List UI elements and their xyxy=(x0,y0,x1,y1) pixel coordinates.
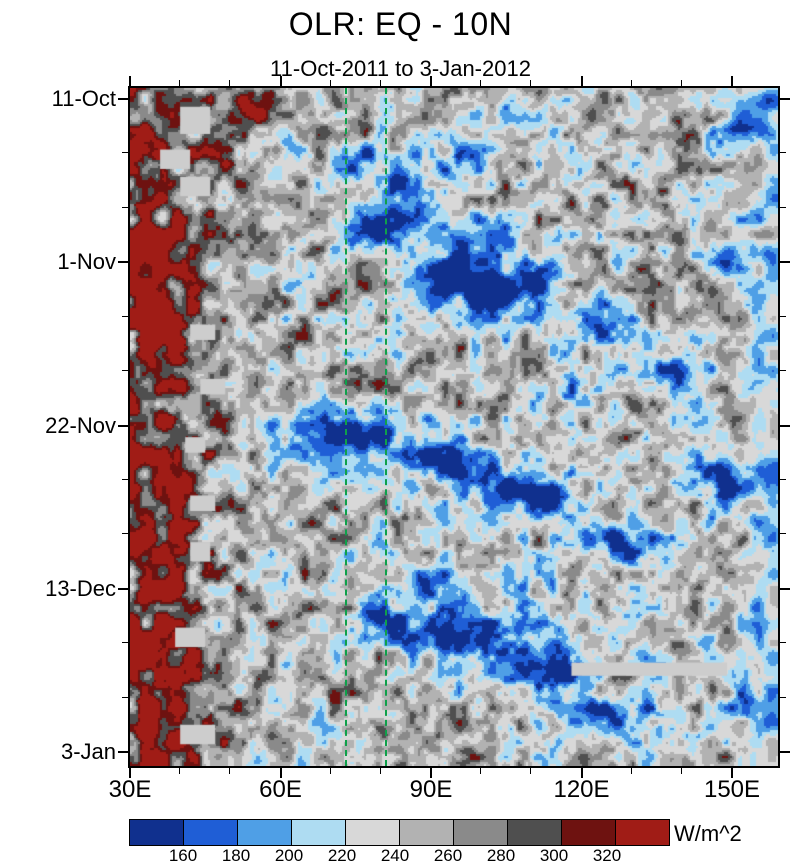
y-tick-label: 22-Nov xyxy=(45,412,116,438)
x-major-tick xyxy=(279,76,282,86)
colorbar-tick-label: 260 xyxy=(433,846,463,864)
x-minor-tick xyxy=(480,768,482,774)
y-minor-tick xyxy=(780,152,786,154)
colorbar-swatch xyxy=(237,819,292,846)
x-minor-tick xyxy=(530,768,532,774)
x-minor-tick xyxy=(229,80,231,86)
colorbar-tick-label: 320 xyxy=(592,846,622,864)
colorbar xyxy=(129,819,670,846)
colorbar-tick-label: 300 xyxy=(539,846,569,864)
x-major-tick xyxy=(129,768,131,778)
x-minor-tick xyxy=(630,768,632,774)
y-major-tick xyxy=(118,587,128,590)
x-tick-label: 150E xyxy=(703,776,761,803)
y-tick-label: 11-Oct xyxy=(51,86,116,111)
x-major-tick xyxy=(279,768,282,778)
colorbar-swatch xyxy=(129,819,184,846)
x-major-tick xyxy=(731,768,733,778)
x-minor-tick xyxy=(530,80,532,86)
reference-line-81e xyxy=(384,88,387,766)
colorbar-swatch xyxy=(561,819,616,846)
colorbar-tick-label: 180 xyxy=(221,846,251,864)
y-major-tick xyxy=(118,98,128,100)
y-minor-tick xyxy=(780,642,786,644)
x-minor-tick xyxy=(630,80,632,86)
y-tick-label: 3-Jan xyxy=(60,739,116,764)
y-major-tick xyxy=(780,424,790,427)
colorbar-swatch xyxy=(345,819,400,846)
y-major-tick xyxy=(780,751,790,753)
colorbar-tick-label: 200 xyxy=(274,846,304,864)
x-major-tick xyxy=(580,768,583,778)
y-tick-label: 1-Nov xyxy=(57,249,116,275)
x-major-tick xyxy=(129,76,131,86)
y-tick-label: 13-Dec xyxy=(45,575,116,601)
colorbar-swatch xyxy=(399,819,454,846)
colorbar-tick-label: 220 xyxy=(327,846,357,864)
y-minor-tick xyxy=(780,206,786,208)
y-major-tick xyxy=(780,98,790,100)
colorbar-tick-label: 280 xyxy=(486,846,516,864)
y-minor-tick xyxy=(122,315,128,317)
y-minor-tick xyxy=(780,533,786,535)
x-minor-tick xyxy=(179,768,181,774)
reference-line-73e xyxy=(344,88,347,766)
y-major-tick xyxy=(118,261,128,264)
y-minor-tick xyxy=(122,478,128,480)
x-minor-tick xyxy=(480,80,482,86)
y-minor-tick xyxy=(122,152,128,154)
colorbar-tick-label: 240 xyxy=(380,846,410,864)
x-minor-tick xyxy=(379,768,381,774)
x-minor-tick xyxy=(680,80,682,86)
olr-field-canvas xyxy=(130,88,778,766)
x-minor-tick xyxy=(229,768,231,774)
x-minor-tick xyxy=(179,80,181,86)
plot-area xyxy=(118,76,790,778)
y-minor-tick xyxy=(122,642,128,644)
x-minor-tick xyxy=(680,768,682,774)
x-minor-tick xyxy=(329,80,331,86)
x-minor-tick xyxy=(329,768,331,774)
y-minor-tick xyxy=(122,370,128,372)
x-major-tick xyxy=(731,76,733,86)
x-tick-label: 30E xyxy=(108,776,152,803)
y-minor-tick xyxy=(122,696,128,698)
x-major-tick xyxy=(430,76,432,86)
y-minor-tick xyxy=(780,315,786,317)
y-minor-tick xyxy=(122,533,128,535)
colorbar-swatch xyxy=(453,819,508,846)
x-major-tick xyxy=(430,768,432,778)
chart-title: OLR: EQ - 10N xyxy=(288,6,513,42)
x-tick-label: 60E xyxy=(259,776,302,803)
colorbar-tick-label: 160 xyxy=(168,846,198,864)
y-major-tick xyxy=(118,424,128,427)
colorbar-swatch xyxy=(615,819,670,846)
y-minor-tick xyxy=(780,478,786,480)
y-minor-tick xyxy=(780,370,786,372)
y-minor-tick xyxy=(780,696,786,698)
y-major-tick xyxy=(780,261,790,264)
colorbar-swatch xyxy=(183,819,238,846)
y-major-tick xyxy=(780,587,790,590)
x-major-tick xyxy=(580,76,583,86)
x-tick-label: 90E xyxy=(409,776,453,803)
x-minor-tick xyxy=(379,80,381,86)
colorbar-units-label: W/m^2 xyxy=(674,821,742,846)
x-tick-label: 120E xyxy=(553,776,610,803)
y-major-tick xyxy=(118,751,128,753)
colorbar-swatch xyxy=(507,819,562,846)
y-minor-tick xyxy=(122,206,128,208)
chart-subtitle: 11-Oct-2011 to 3-Jan-2012 xyxy=(270,56,531,81)
colorbar-swatch xyxy=(291,819,346,846)
